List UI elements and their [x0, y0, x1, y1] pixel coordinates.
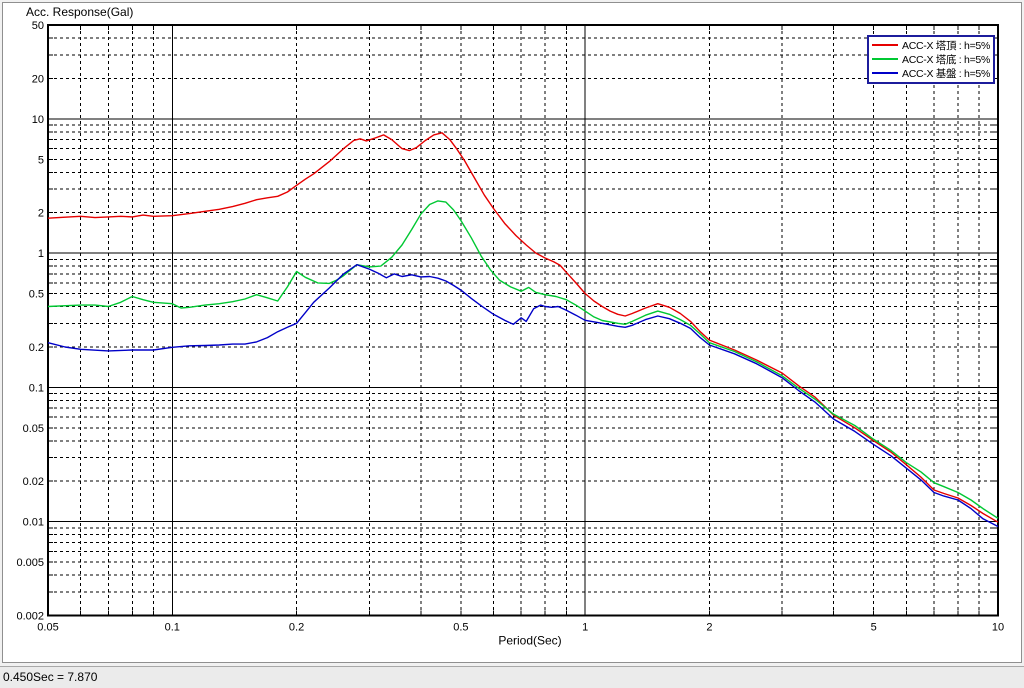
legend-label: ACC-X 基盤 : h=5%: [902, 67, 990, 80]
x-tick-label: 10: [992, 622, 1004, 634]
x-tick-label: 0.05: [37, 622, 58, 634]
axis-ticks: [48, 25, 998, 616]
y-tick-label: 1: [38, 248, 44, 260]
x-tick-label: 5: [871, 622, 877, 634]
y-tick-label: 50: [32, 20, 44, 32]
y-tick-label: 2: [38, 208, 44, 220]
legend-entry: ACC-X 塔底 : h=5%: [872, 52, 990, 66]
status-bar: 0.450Sec = 7.870: [0, 666, 1024, 688]
legend: ACC-X 塔頂 : h=5% ACC-X 塔底 : h=5% ACC-X 基盤…: [867, 35, 995, 84]
plot-frame: [47, 24, 999, 617]
y-tick-label: 10: [32, 114, 44, 126]
status-readout: 0.450Sec = 7.870: [3, 670, 98, 684]
x-axis-title: Period(Sec): [498, 634, 561, 648]
axis-labels: 0.05 0.1 0.2 0.5 1 2 5 10 50 20 10 5 2 1 0.5 0.2 0.1 0.05…: [16, 20, 1004, 648]
legend-entry: ACC-X 塔頂 : h=5%: [872, 38, 990, 52]
x-tick-label: 1: [582, 622, 588, 634]
x-tick-label: 0.5: [453, 622, 468, 634]
legend-label: ACC-X 塔底 : h=5%: [902, 53, 990, 66]
y-tick-label: 0.02: [23, 476, 44, 488]
y-tick-label: 20: [32, 73, 44, 85]
grid: [48, 25, 998, 616]
plot-area[interactable]: 0.05 0.1 0.2 0.5 1 2 5 10 50 20 10 5 2 1 0.5 0.2 0.1 0.05…: [0, 0, 1024, 662]
legend-label: ACC-X 塔頂 : h=5%: [902, 39, 990, 52]
legend-entry: ACC-X 基盤 : h=5%: [872, 66, 990, 80]
series-line-0: [47, 132, 999, 523]
y-tick-label: 0.002: [16, 611, 44, 623]
y-tick-label: 0.2: [29, 342, 44, 354]
y-tick-label: 0.005: [16, 557, 44, 569]
legend-line-blue: [872, 72, 898, 74]
series-line-2: [47, 264, 999, 528]
y-tick-label: 0.01: [23, 517, 44, 529]
legend-line-green: [872, 58, 898, 60]
y-tick-label: 0.05: [23, 423, 44, 435]
x-tick-label: 0.2: [289, 622, 304, 634]
chart-title: Acc. Response(Gal): [26, 5, 134, 19]
y-tick-label: 0.1: [29, 382, 44, 394]
y-tick-label: 5: [38, 154, 44, 166]
x-tick-label: 0.1: [165, 622, 180, 634]
y-tick-label: 0.5: [29, 289, 44, 301]
series-line-1: [47, 200, 999, 519]
x-tick-label: 2: [706, 622, 712, 634]
legend-line-red: [872, 44, 898, 46]
